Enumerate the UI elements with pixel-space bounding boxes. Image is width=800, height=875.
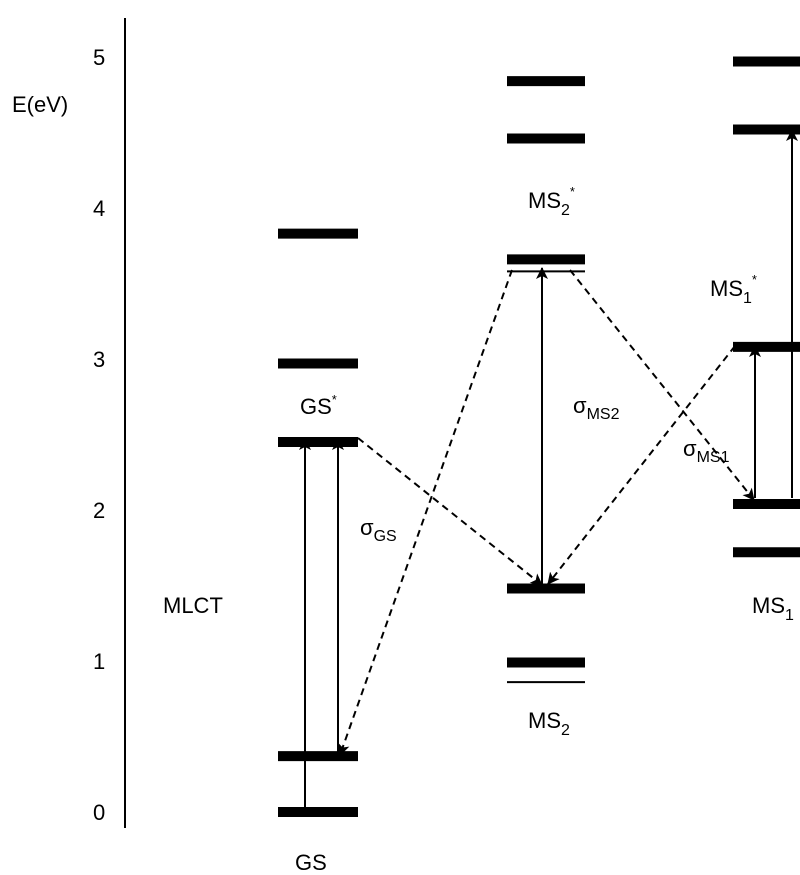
axis-tick-label: 4: [93, 196, 105, 221]
ms2-star-label: MS2*: [528, 184, 575, 219]
ms1-star-label: MS1*: [710, 272, 757, 307]
axis-label: E(eV): [12, 92, 68, 117]
transitions: [299, 129, 798, 812]
sigma-gs-label: σGS: [360, 515, 397, 545]
mlct-label: MLCT: [163, 593, 223, 618]
axis-tick-label: 3: [93, 347, 105, 372]
ms2-label: MS2: [528, 708, 570, 739]
ms1-to-ms2-relaxation-arrow: [547, 345, 736, 585]
axis-tick-label: 1: [93, 649, 105, 674]
sigma-ms2-label: σMS2: [573, 393, 620, 423]
sigma-ms1-label: σMS1: [683, 436, 730, 466]
gs-label: GS: [295, 850, 327, 875]
axis-tick-label: 2: [93, 498, 105, 523]
ms2-to-gs-relaxation-arrow: [338, 269, 513, 756]
energy-levels: [278, 56, 800, 817]
gs-star-label: GS*: [300, 392, 337, 419]
axis-tick-label: 5: [93, 45, 105, 70]
gs-to-ms2-relaxation-arrow: [357, 437, 543, 586]
ms2-to-ms1-relaxation-arrow: [569, 269, 755, 501]
axis-tick-label: 0: [93, 800, 105, 825]
axis-tick-labels: 0 1 2 3 4 5: [93, 45, 105, 825]
ms1-label: MS1: [752, 593, 794, 624]
